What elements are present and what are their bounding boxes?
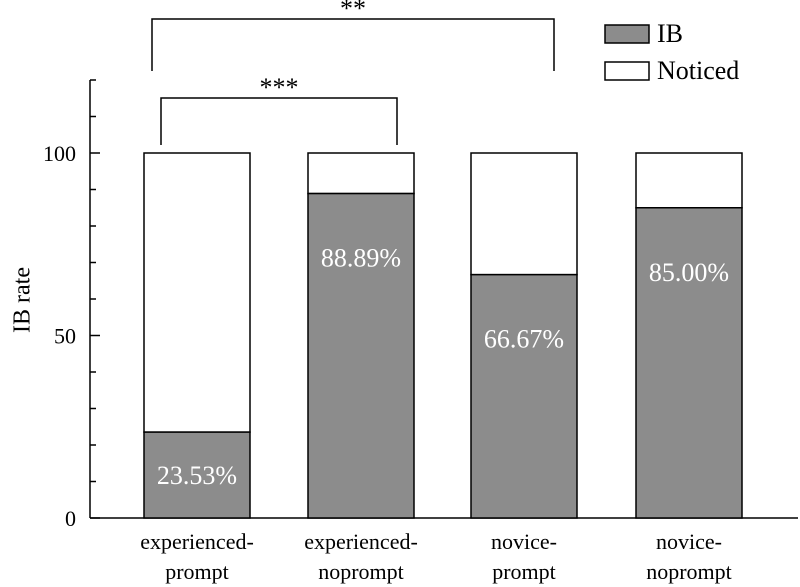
x-tick-label: prompt: [492, 559, 556, 584]
y-axis: 0 50 100: [43, 79, 100, 531]
y-tick-label: 100: [43, 141, 76, 166]
bar-noticed: [470, 152, 578, 276]
legend-swatch: [604, 24, 650, 44]
bar-noticed: [143, 152, 251, 433]
significance-label: ***: [260, 73, 299, 102]
bars: 23.53% 88.89% 66.67% 85.00%: [143, 152, 743, 519]
bar-ib: [307, 192, 415, 519]
x-tick-label: prompt: [165, 559, 229, 584]
y-tick-label: 50: [54, 324, 76, 349]
x-tick-label: experienced-: [304, 529, 418, 554]
significance-bracket: [151, 18, 555, 71]
x-tick-label: novice-: [656, 529, 722, 554]
significance-brackets: *****: [151, 0, 555, 145]
x-tick-label: noprompt: [646, 559, 732, 584]
y-tick-label: 0: [65, 506, 76, 531]
x-tick-labels: experienced-prompt experienced-noprompt no…: [140, 529, 732, 584]
bar-data-label: 88.89%: [321, 244, 401, 273]
bar-ib: [143, 431, 251, 519]
y-ticks: 0 50 100: [43, 79, 100, 531]
bar-ib: [470, 273, 578, 519]
legend-label: IB: [657, 19, 683, 48]
x-tick-label: noprompt: [318, 559, 404, 584]
bar-noticed: [307, 152, 415, 195]
y-axis-title: IB rate: [10, 267, 36, 333]
significance-label: **: [340, 0, 366, 23]
bar-data-label: 66.67%: [484, 325, 564, 354]
legend: IB Noticed: [604, 19, 739, 85]
bar-data-label: 85.00%: [649, 258, 729, 287]
bar-noticed: [635, 152, 743, 209]
legend-swatch: [604, 61, 650, 81]
x-tick-label: experienced-: [140, 529, 254, 554]
significance-bracket: [160, 97, 398, 145]
bar-data-label: 23.53%: [157, 461, 237, 490]
legend-label: Noticed: [657, 56, 739, 85]
x-tick-label: novice-: [491, 529, 557, 554]
bar-ib: [635, 207, 743, 519]
